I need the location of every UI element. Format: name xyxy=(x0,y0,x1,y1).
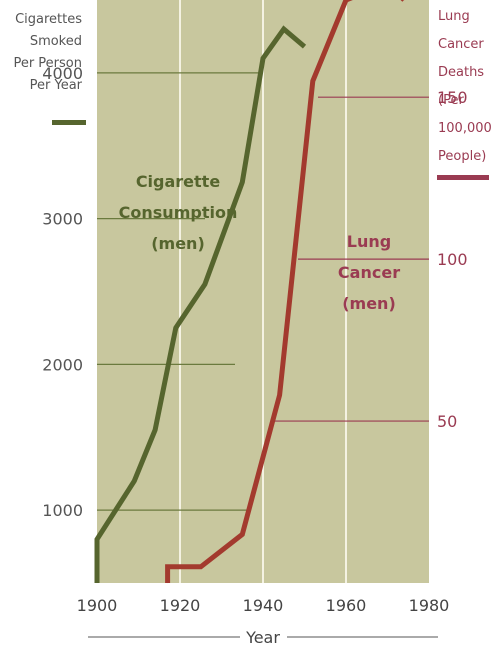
right-axis-title-line: Lung xyxy=(438,9,470,24)
left-axis-title-line: Cigarettes xyxy=(15,12,82,27)
x-tick-label-1980: 1980 xyxy=(409,596,450,615)
left-axis-legend-swatch xyxy=(52,120,86,125)
series-lines xyxy=(94,0,405,584)
right-axis: 50 100 150 Lung Cancer Deaths (Per 100,000 Peopl… xyxy=(437,9,492,431)
left-tick-label-2000: 2000 xyxy=(42,355,83,374)
x-tick-label-1920: 1920 xyxy=(160,596,201,615)
right-tick-label-50: 50 xyxy=(437,412,457,431)
series-line-cigarette-consumption xyxy=(94,25,307,583)
right-axis-title-line: Deaths xyxy=(438,65,484,80)
x-axis-title: Year xyxy=(245,628,280,647)
left-tick-label-3000: 3000 xyxy=(42,210,83,229)
left-axis: 1000 2000 3000 4000 Cigarettes Smoked Per Pers… xyxy=(13,12,86,520)
left-axis-title-line: Smoked xyxy=(30,34,82,49)
left-tick-label-1000: 1000 xyxy=(42,501,83,520)
annotation-cigarette-line: Cigarette xyxy=(136,172,221,191)
right-axis-title-line: 100,000 xyxy=(438,121,492,136)
annotation-cigarette-line: (men) xyxy=(151,234,205,253)
annotation-cigarette-line: Consumption xyxy=(119,203,238,222)
annotation-lung-cancer-line: Cancer xyxy=(338,263,400,282)
left-axis-title-line: Per Person xyxy=(13,56,82,71)
left-tick-label-4000: 4000 xyxy=(42,64,83,83)
annotations: Cigarette Consumption (men) Lung Cancer (men) xyxy=(119,172,401,313)
annotation-lung-cancer-line: Lung xyxy=(347,232,391,251)
x-axis: 1900 1920 1940 1960 1980 Year xyxy=(77,596,450,647)
right-axis-title-line: (Per xyxy=(438,93,464,108)
annotation-lung-cancer-line: (men) xyxy=(342,294,396,313)
right-tick-label-150: 150 xyxy=(437,88,468,107)
right-axis-title-line: Cancer xyxy=(438,37,484,52)
x-tick-label-1960: 1960 xyxy=(326,596,367,615)
x-tick-label-1940: 1940 xyxy=(243,596,284,615)
right-tick-label-100: 100 xyxy=(437,250,468,269)
x-tick-label-1900: 1900 xyxy=(77,596,118,615)
right-axis-title-line: People) xyxy=(438,149,486,164)
left-axis-title-line: Per Year xyxy=(30,78,83,93)
right-axis-legend-swatch xyxy=(437,175,489,180)
gridlines xyxy=(97,0,429,583)
